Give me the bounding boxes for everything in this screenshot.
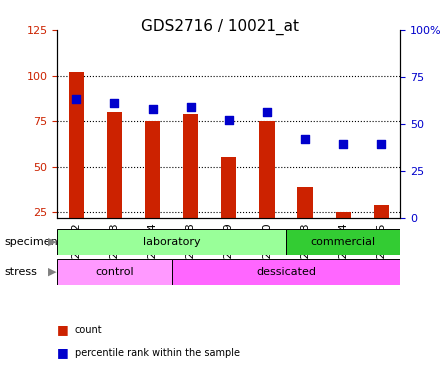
Point bbox=[225, 117, 232, 123]
Text: ■: ■ bbox=[57, 324, 69, 336]
Text: ▶: ▶ bbox=[48, 237, 57, 247]
Point bbox=[111, 100, 118, 106]
Text: control: control bbox=[95, 267, 134, 277]
Text: ▶: ▶ bbox=[48, 267, 57, 277]
Bar bbox=[259, 121, 275, 218]
FancyBboxPatch shape bbox=[57, 259, 172, 285]
Point bbox=[187, 104, 194, 110]
Bar bbox=[374, 205, 389, 218]
Point bbox=[264, 110, 271, 116]
Text: stress: stress bbox=[4, 267, 37, 277]
Text: commercial: commercial bbox=[311, 237, 376, 247]
Bar bbox=[221, 158, 236, 218]
Point bbox=[301, 136, 308, 142]
Text: percentile rank within the sample: percentile rank within the sample bbox=[75, 348, 240, 357]
Bar bbox=[183, 114, 198, 218]
Text: specimen: specimen bbox=[4, 237, 58, 247]
Bar bbox=[69, 72, 84, 217]
Bar bbox=[107, 112, 122, 218]
Point bbox=[340, 141, 347, 147]
Point bbox=[378, 141, 385, 147]
Text: dessicated: dessicated bbox=[256, 267, 316, 277]
Bar bbox=[297, 186, 313, 218]
FancyBboxPatch shape bbox=[57, 229, 286, 255]
Point bbox=[73, 96, 80, 102]
Point bbox=[149, 106, 156, 112]
FancyBboxPatch shape bbox=[286, 229, 400, 255]
Bar bbox=[145, 121, 160, 218]
FancyBboxPatch shape bbox=[172, 259, 400, 285]
Text: GDS2716 / 10021_at: GDS2716 / 10021_at bbox=[141, 19, 299, 35]
Bar bbox=[336, 212, 351, 217]
Text: ■: ■ bbox=[57, 346, 69, 359]
Text: count: count bbox=[75, 325, 103, 335]
Text: laboratory: laboratory bbox=[143, 237, 200, 247]
